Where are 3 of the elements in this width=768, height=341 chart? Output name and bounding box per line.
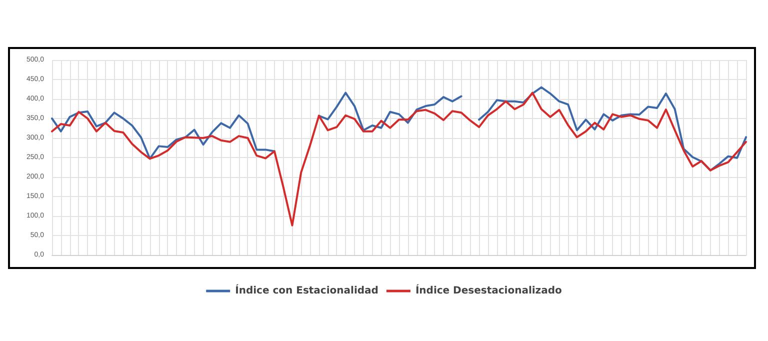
line-series bbox=[51, 92, 747, 226]
legend-label: Índice con Estacionalidad bbox=[235, 284, 378, 296]
legend-label: Índice Desestacionalizado bbox=[415, 284, 562, 296]
